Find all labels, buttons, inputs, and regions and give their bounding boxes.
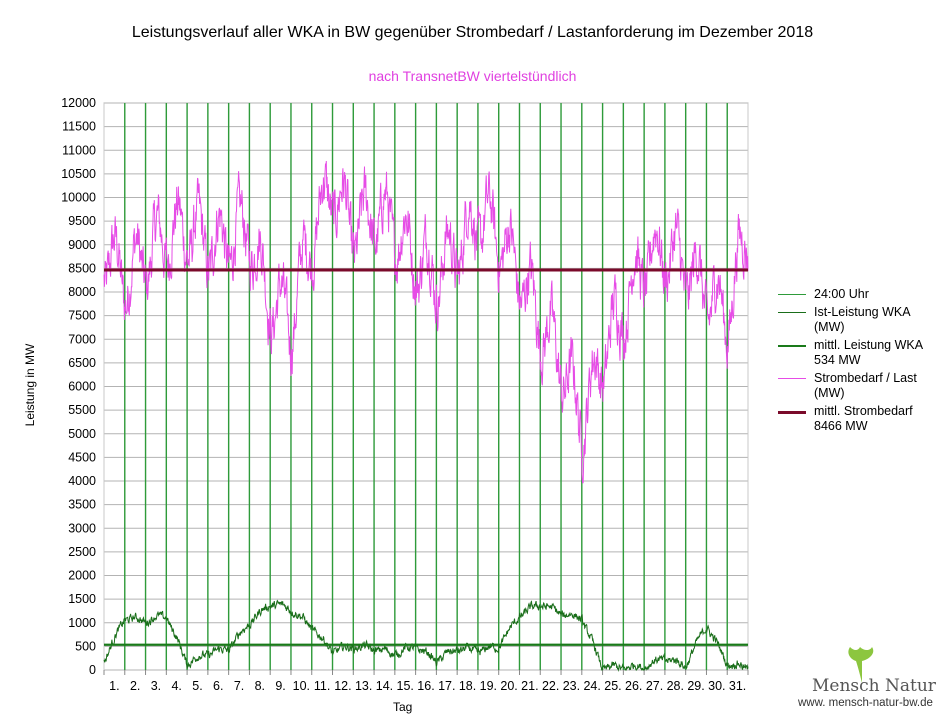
y-tick-label: 2500	[68, 545, 96, 559]
x-tick-label: 5.	[192, 679, 202, 693]
x-tick-label: 22.	[542, 679, 559, 693]
legend: 24:00 Uhr Ist-Leistung WKA (MW) mittl. L…	[778, 287, 945, 437]
y-tick-label: 7000	[68, 332, 96, 346]
y-tick-label: 4500	[68, 450, 96, 464]
y-tick-label: 10500	[61, 167, 96, 181]
x-tick-label: 29.	[687, 679, 704, 693]
legend-item-mittl-strombedarf: mittl. Strombedarf 8466 MW	[778, 404, 945, 434]
ginkgo-leaf-icon	[848, 647, 874, 683]
x-tick-label: 18.	[459, 679, 476, 693]
x-tick-label: 2.	[130, 679, 140, 693]
y-tick-label: 3000	[68, 521, 96, 535]
y-tick-label: 8500	[68, 261, 96, 275]
x-tick-label: 20.	[500, 679, 517, 693]
x-tick-label: 10.	[293, 679, 310, 693]
x-tick-label: 30.	[708, 679, 725, 693]
y-tick-label: 7500	[68, 309, 96, 323]
y-tick-label: 6000	[68, 380, 96, 394]
x-tick-label: 11.	[314, 679, 330, 693]
x-tick-label: 8.	[255, 679, 265, 693]
legend-swatch-ist-leistung	[778, 312, 806, 313]
legend-swatch-mittl-leistung	[778, 345, 806, 347]
y-tick-label: 4000	[68, 474, 96, 488]
legend-label-ist-leistung: Ist-Leistung WKA (MW)	[814, 305, 911, 334]
y-tick-label: 12000	[61, 96, 96, 110]
y-tick-label: 5000	[68, 427, 96, 441]
x-tick-label: 1.	[109, 679, 119, 693]
chart-subtitle: nach TransnetBW viertelstündlich	[368, 68, 577, 84]
y-tick-label: 0	[89, 663, 96, 677]
legend-item-24-uhr: 24:00 Uhr	[778, 287, 945, 302]
chart-title: Leistungsverlauf aller WKA in BW gegenüb…	[131, 24, 814, 41]
legend-swatch-strombedarf	[778, 378, 806, 379]
y-tick-label: 1500	[68, 592, 96, 606]
legend-item-mittl-leistung: mittl. Leistung WKA 534 MW	[778, 338, 945, 368]
y-tick-label: 3500	[68, 498, 96, 512]
x-tick-label: 28.	[667, 679, 684, 693]
x-axis-label: Tag	[393, 700, 413, 714]
x-tick-label: 26.	[625, 679, 642, 693]
x-tick-label: 27.	[646, 679, 663, 693]
legend-item-strombedarf: Strombedarf / Last (MW)	[778, 371, 945, 401]
x-tick-label: 7.	[234, 679, 244, 693]
legend-label-strombedarf: Strombedarf / Last (MW)	[814, 371, 917, 400]
x-tick-label: 13.	[355, 679, 372, 693]
x-tick-label: 21.	[521, 679, 538, 693]
legend-label-mittl-strombedarf: mittl. Strombedarf 8466 MW	[814, 404, 913, 433]
x-tick-label: 31.	[729, 679, 746, 693]
y-tick-label: 500	[75, 639, 96, 653]
x-tick-label: 14.	[376, 679, 393, 693]
legend-swatch-mittl-strombedarf	[778, 411, 806, 414]
strombedarf-line	[103, 160, 749, 484]
x-tick-label: 24.	[583, 679, 600, 693]
x-tick-label: 19.	[480, 679, 497, 693]
x-tick-label: 15.	[397, 679, 414, 693]
y-tick-label: 1000	[68, 616, 96, 630]
x-tick-label: 16.	[417, 679, 434, 693]
x-tick-label: 25.	[604, 679, 621, 693]
brand-name: Mensch Natur	[812, 676, 936, 696]
x-tick-label: 9.	[275, 679, 285, 693]
legend-swatch-24-uhr	[778, 294, 806, 295]
y-tick-label: 5500	[68, 403, 96, 417]
legend-label-24-uhr: 24:00 Uhr	[814, 287, 869, 301]
ist-leistung-wka-line	[103, 599, 749, 672]
x-tick-label: 17.	[438, 679, 455, 693]
legend-item-ist-leistung: Ist-Leistung WKA (MW)	[778, 305, 945, 335]
brand-url: www. mensch-natur-bw.de	[798, 697, 933, 709]
x-tick-label: 23.	[563, 679, 580, 693]
x-tick-label: 4.	[171, 679, 181, 693]
y-tick-label: 11500	[62, 120, 96, 134]
y-tick-label: 9000	[68, 238, 96, 252]
y-tick-label: 9500	[68, 214, 96, 228]
x-tick-label: 3.	[151, 679, 161, 693]
y-tick-label: 10000	[61, 191, 96, 205]
y-tick-label: 11000	[62, 143, 96, 157]
legend-label-mittl-leistung: mittl. Leistung WKA 534 MW	[814, 338, 924, 367]
x-tick-label: 6.	[213, 679, 223, 693]
x-tick-label: 12.	[334, 679, 351, 693]
y-tick-label: 6500	[68, 356, 96, 370]
y-tick-label: 8000	[68, 285, 96, 299]
y-tick-label: 2000	[68, 569, 96, 583]
y-axis-label: Leistung in MW	[23, 343, 37, 427]
